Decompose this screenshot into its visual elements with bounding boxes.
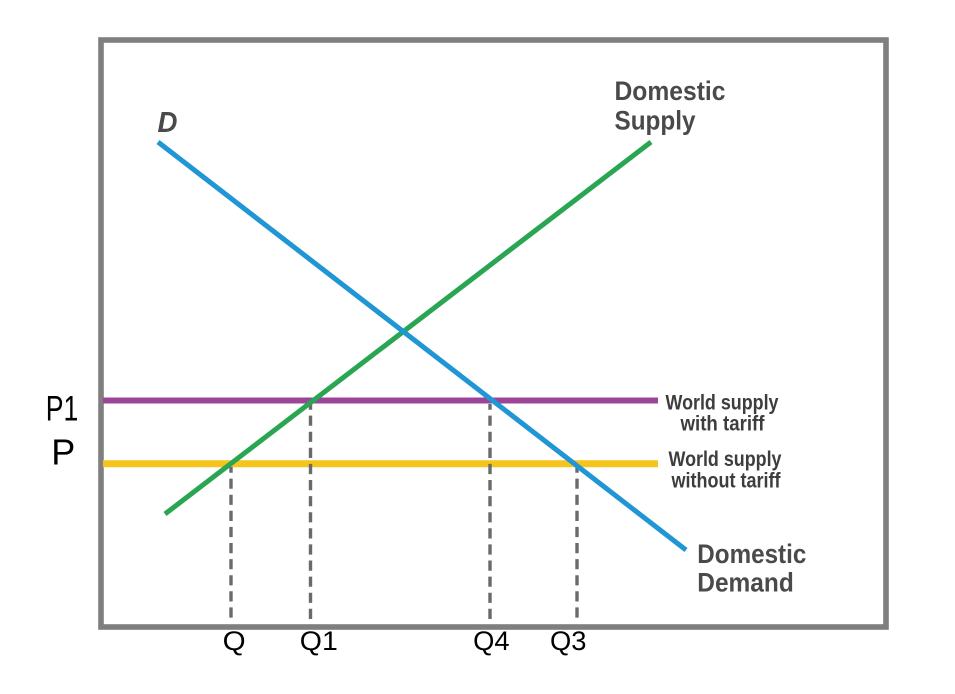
svg-text:Demand: Demand — [697, 568, 794, 598]
svg-text:P1: P1 — [46, 389, 79, 428]
svg-text:World supply: World supply — [669, 447, 782, 471]
svg-text:Q3: Q3 — [550, 626, 587, 656]
svg-text:Domestic: Domestic — [615, 76, 726, 106]
svg-text:D: D — [158, 107, 178, 139]
svg-text:Supply: Supply — [615, 106, 696, 136]
svg-text:World supply: World supply — [666, 391, 779, 415]
svg-text:Q: Q — [223, 626, 246, 656]
svg-text:Q1: Q1 — [300, 626, 338, 656]
svg-text:P: P — [51, 432, 75, 473]
svg-text:with tariff: with tariff — [680, 412, 766, 436]
svg-text:Q4: Q4 — [473, 626, 510, 656]
svg-text:without tariff: without tariff — [671, 469, 782, 493]
svg-text:Domestic: Domestic — [697, 539, 806, 569]
